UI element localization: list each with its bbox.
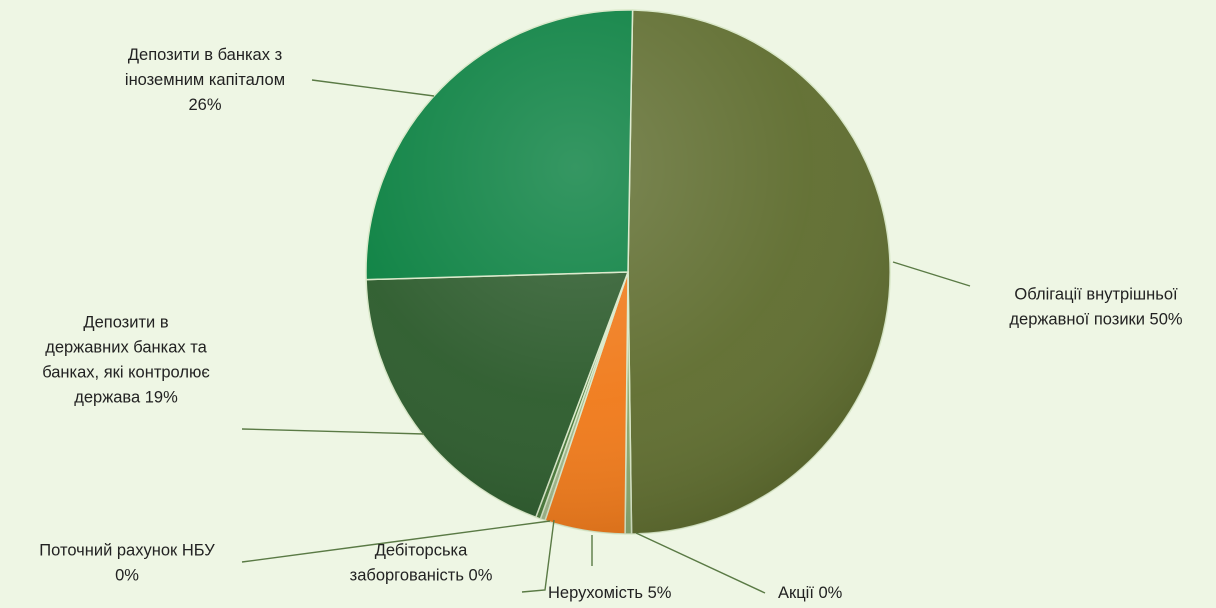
leader-line-3 xyxy=(521,519,555,593)
leader-line-0 xyxy=(892,261,971,287)
slice-label-4-line-1: 0% xyxy=(115,567,139,585)
slice-label-3: Дебіторська заборгованість 0% xyxy=(350,542,493,585)
slice-label-3-line-1: заборгованість 0% xyxy=(350,567,493,585)
slice-label-0-line-0: Облігації внутрішньої xyxy=(1014,286,1178,304)
slice-label-1-line-0: Акції 0% xyxy=(778,584,843,602)
leader-line-1 xyxy=(635,532,766,594)
slice-label-6-line-1: іноземним капіталом xyxy=(125,71,285,89)
labels-layer: Облігації внутрішньої державної позики 50… xyxy=(39,46,1183,602)
slice-label-6-line-0: Депозити в банках з xyxy=(128,46,282,64)
slice-label-4-line-0: Поточний рахунок НБУ xyxy=(39,542,215,560)
pie-slice-0 xyxy=(627,9,891,535)
slice-label-2: Нерухомість 5% xyxy=(548,584,672,602)
slice-label-5-line-2: банках, які контролює xyxy=(42,364,210,382)
pie-slice-6 xyxy=(365,9,634,281)
slice-label-1: Акції 0% xyxy=(778,584,843,602)
slice-label-5-line-0: Депозити в xyxy=(83,314,168,332)
slice-label-5-line-3: держава 19% xyxy=(74,389,178,407)
leader-lines-layer xyxy=(241,79,971,594)
slice-label-6: Депозити в банках з іноземним капіталом 26… xyxy=(125,46,285,114)
leader-line-5 xyxy=(241,428,425,435)
slice-label-0: Облігації внутрішньої державної позики 50… xyxy=(1009,286,1182,329)
slice-label-4: Поточний рахунок НБУ 0% xyxy=(39,542,215,585)
slice-label-3-line-0: Дебіторська xyxy=(375,542,468,560)
slices-layer xyxy=(365,9,891,535)
leader-line-4 xyxy=(241,520,551,563)
leader-line-6 xyxy=(311,79,435,97)
slice-label-0-line-1: державної позики 50% xyxy=(1009,311,1182,329)
slice-label-6-line-2: 26% xyxy=(188,96,221,114)
slice-label-5: Депозити в державних банках та банках, які… xyxy=(42,314,210,407)
slice-label-2-line-0: Нерухомість 5% xyxy=(548,584,672,602)
slice-label-5-line-1: державних банках та xyxy=(45,339,207,357)
